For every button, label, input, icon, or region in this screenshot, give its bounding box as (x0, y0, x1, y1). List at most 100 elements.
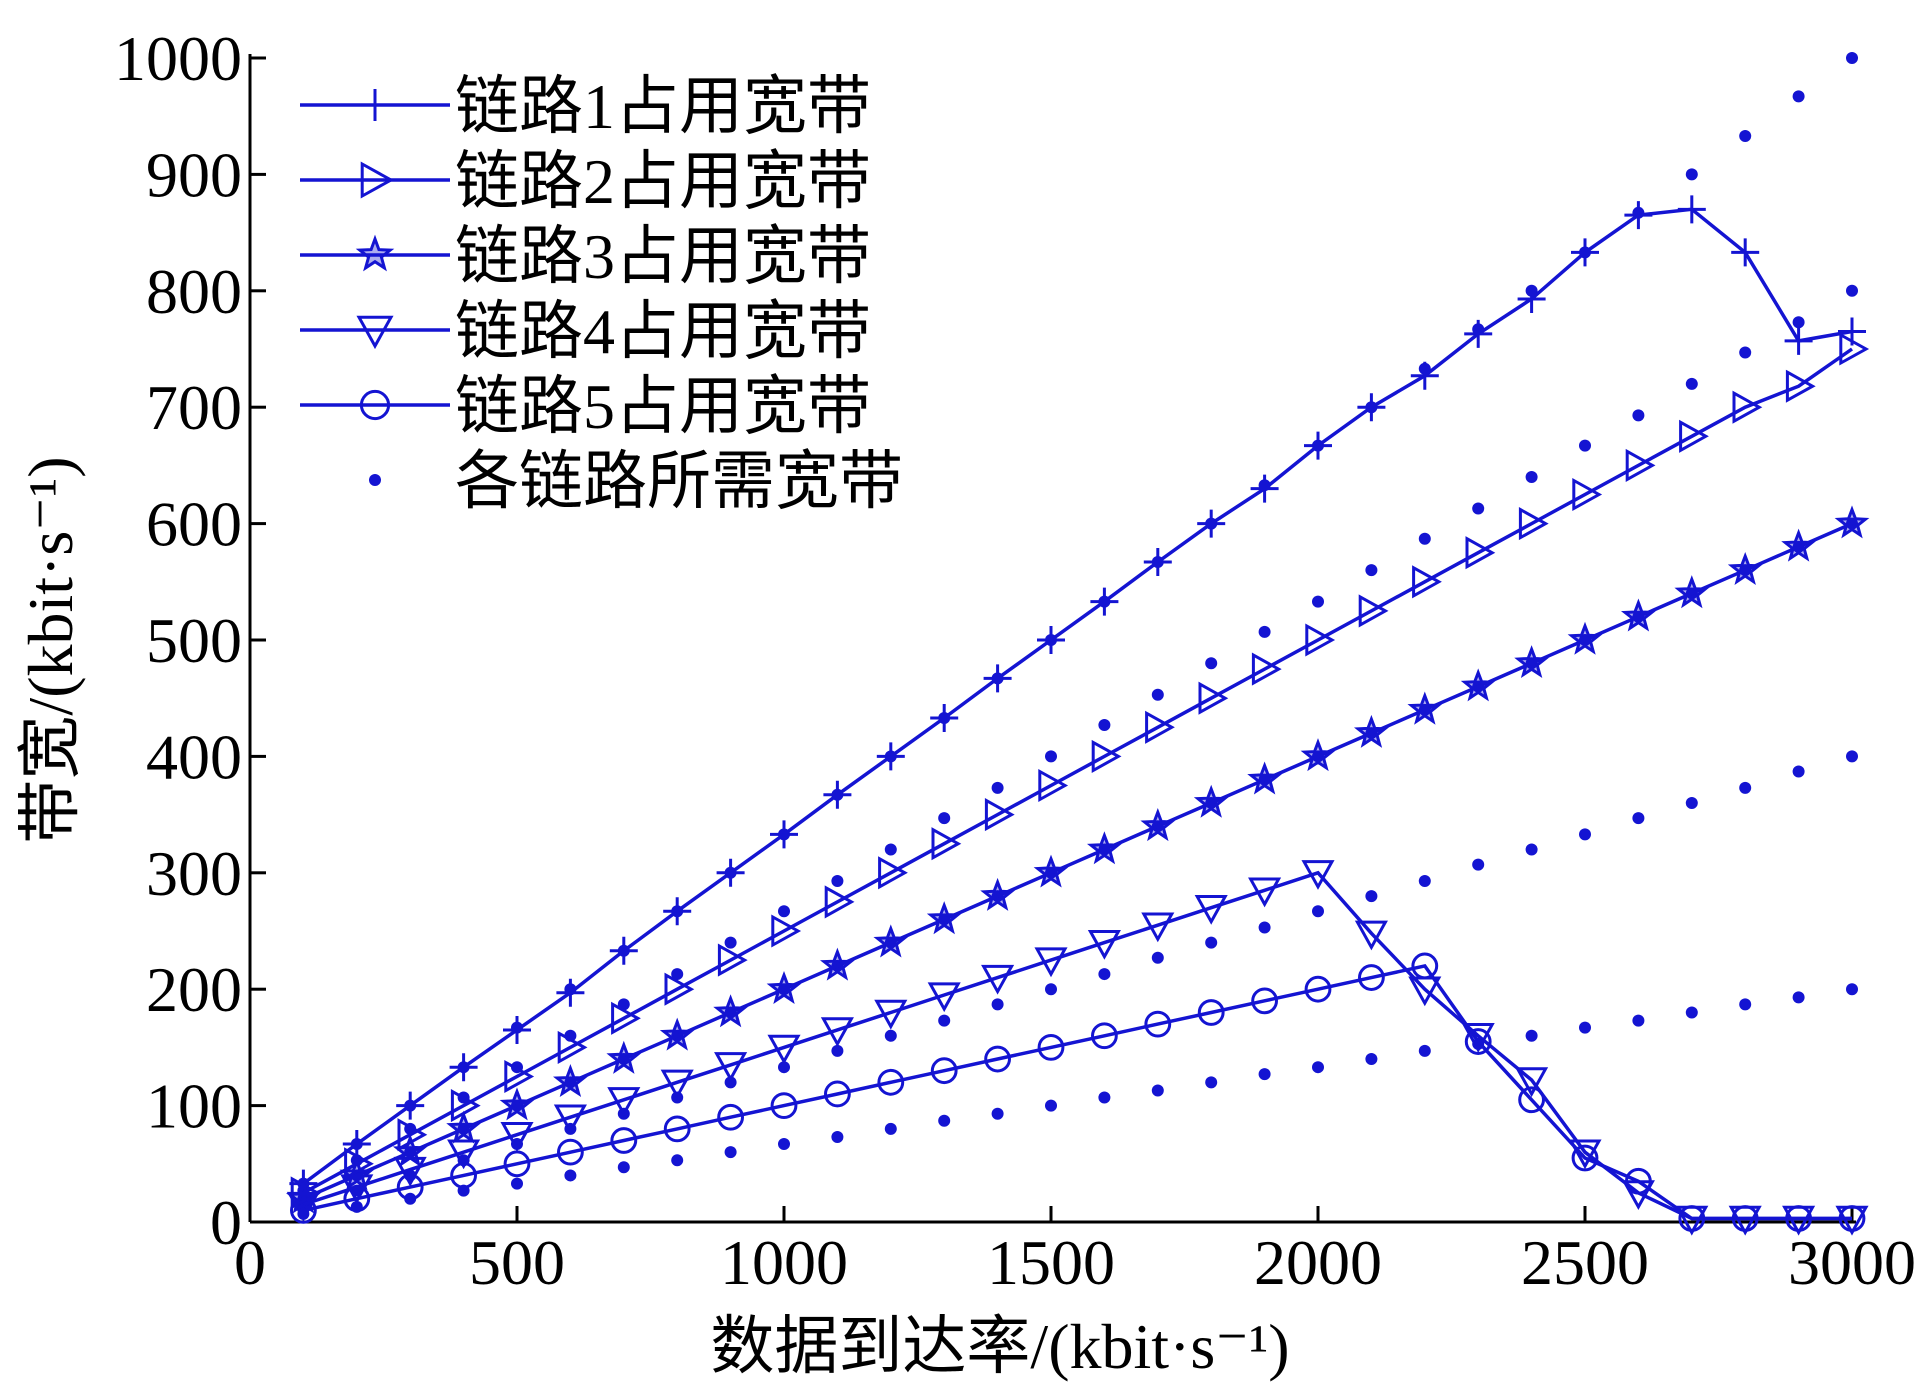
data-point (876, 742, 905, 771)
data-point (1679, 419, 1709, 453)
data-point (1515, 1067, 1549, 1098)
required-point (778, 905, 790, 918)
data-point (931, 827, 962, 861)
x-tick-label: 0 (234, 1227, 266, 1298)
data-point (499, 1087, 535, 1121)
required-point (564, 1169, 577, 1182)
data-point (716, 858, 745, 887)
data-point (396, 1173, 424, 1201)
data-point (1194, 895, 1228, 925)
data-point (771, 914, 802, 948)
data-point (766, 970, 802, 1004)
required-point (1846, 983, 1858, 996)
data-point (1412, 565, 1442, 599)
required-point (1685, 168, 1698, 181)
data-point (1034, 947, 1068, 978)
required-point (1579, 439, 1591, 452)
data-point (500, 1122, 534, 1152)
data-point (339, 1157, 375, 1191)
legend-item: 链路3占用宽带 (300, 221, 871, 292)
required-point (991, 998, 1004, 1011)
x-tick-label: 1000 (720, 1227, 848, 1298)
y-tick-label: 100 (146, 1071, 242, 1142)
data-point (1305, 623, 1336, 657)
required-point (671, 968, 684, 981)
data-point (714, 1052, 748, 1082)
data-point (553, 1104, 587, 1135)
required-point (938, 1014, 951, 1027)
data-point (1144, 1010, 1172, 1038)
required-point (1685, 796, 1698, 809)
series-line (302, 870, 1852, 1221)
data-point (1838, 1205, 1866, 1232)
data-point (1567, 621, 1603, 655)
series-link-1 (289, 195, 1866, 1198)
required-point (884, 843, 897, 856)
data-point (927, 982, 961, 1013)
data-point (767, 1034, 801, 1065)
legend-label: 链路5占用宽带 (455, 371, 871, 442)
data-point (824, 885, 855, 919)
required-point (1418, 874, 1431, 887)
series-line (302, 347, 1854, 1195)
data-point (503, 1015, 531, 1044)
data-point (1731, 238, 1760, 267)
data-point (820, 947, 855, 981)
data-point (342, 1130, 371, 1159)
data-point (1731, 1205, 1759, 1232)
required-point (1418, 532, 1431, 545)
data-point (396, 1091, 425, 1120)
required-point (1739, 129, 1752, 142)
required-point (1792, 991, 1805, 1004)
data-point (1518, 1086, 1545, 1114)
data-point (1250, 474, 1279, 503)
data-point (610, 1127, 638, 1154)
data-point (446, 1110, 481, 1144)
required-point (1151, 1084, 1164, 1097)
data-point (930, 1057, 958, 1085)
x-tick-label: 1500 (987, 1227, 1115, 1298)
required-point (1685, 1006, 1698, 1019)
legend-label: 链路1占用宽带 (455, 71, 871, 142)
required-point (1632, 812, 1645, 825)
required-point (831, 874, 844, 887)
data-point (1143, 548, 1172, 577)
legend-marker (355, 234, 395, 272)
y-tick-label: 900 (146, 139, 242, 210)
required-point (884, 1029, 897, 1042)
data-point (609, 936, 638, 965)
data-point (450, 1089, 481, 1123)
legend-item: 链路5占用宽带 (300, 371, 871, 442)
data-point (1465, 536, 1496, 570)
required-point (1739, 346, 1752, 359)
data-point (1251, 652, 1282, 686)
required-point (724, 1076, 737, 1089)
data-point (1358, 594, 1389, 628)
data-point (343, 1185, 371, 1213)
required-point (778, 1138, 790, 1151)
data-point (1571, 238, 1599, 267)
data-point (770, 820, 798, 849)
data-point (824, 1080, 851, 1108)
data-point (1781, 528, 1816, 562)
required-point (1739, 781, 1752, 794)
data-point (557, 1030, 588, 1064)
data-point (873, 924, 909, 958)
data-point (504, 1059, 535, 1094)
y-tick-label: 400 (146, 721, 242, 792)
required-point (724, 1146, 737, 1159)
data-point (450, 1162, 478, 1189)
required-point (1312, 905, 1324, 918)
required-point (1632, 409, 1645, 422)
data-point (1625, 448, 1656, 482)
data-point (606, 1040, 642, 1074)
data-point (1357, 393, 1386, 422)
y-tick-label: 500 (146, 605, 242, 676)
data-point (823, 780, 852, 809)
required-point (1258, 1068, 1271, 1081)
data-point (1354, 920, 1388, 951)
required-point (1312, 595, 1324, 608)
data-point (1037, 626, 1065, 654)
data-point (1518, 507, 1549, 541)
data-point (286, 1191, 320, 1222)
